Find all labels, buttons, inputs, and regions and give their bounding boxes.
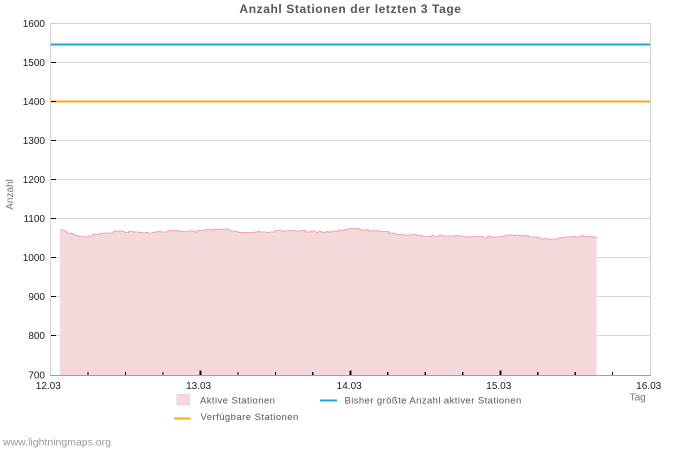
svg-text:1300: 1300 — [23, 136, 46, 147]
svg-text:16.03: 16.03 — [636, 381, 661, 392]
svg-text:Tag: Tag — [630, 393, 646, 404]
svg-text:15.03: 15.03 — [486, 381, 511, 392]
svg-text:Aktive Stationen: Aktive Stationen — [200, 395, 275, 406]
svg-text:1200: 1200 — [23, 175, 46, 186]
svg-text:900: 900 — [28, 292, 45, 303]
svg-text:1400: 1400 — [23, 97, 46, 108]
svg-text:700: 700 — [28, 371, 45, 382]
svg-text:1000: 1000 — [23, 253, 46, 264]
svg-text:Verfügbare Stationen: Verfügbare Stationen — [201, 412, 299, 423]
svg-text:800: 800 — [28, 331, 45, 342]
svg-text:Anzahl Stationen der letzten 3: Anzahl Stationen der letzten 3 Tage — [239, 2, 461, 16]
svg-text:14.03: 14.03 — [337, 381, 362, 392]
svg-text:12.03: 12.03 — [36, 381, 61, 392]
svg-text:1100: 1100 — [23, 214, 45, 225]
svg-text:13.03: 13.03 — [186, 381, 211, 392]
svg-text:Anzahl: Anzahl — [5, 179, 16, 210]
svg-text:Bisher größte Anzahl aktiver S: Bisher größte Anzahl aktiver Stationen — [345, 395, 522, 406]
svg-text:www.lightningmaps.org: www.lightningmaps.org — [2, 437, 111, 449]
svg-text:1500: 1500 — [23, 58, 46, 69]
svg-text:1600: 1600 — [23, 19, 46, 30]
